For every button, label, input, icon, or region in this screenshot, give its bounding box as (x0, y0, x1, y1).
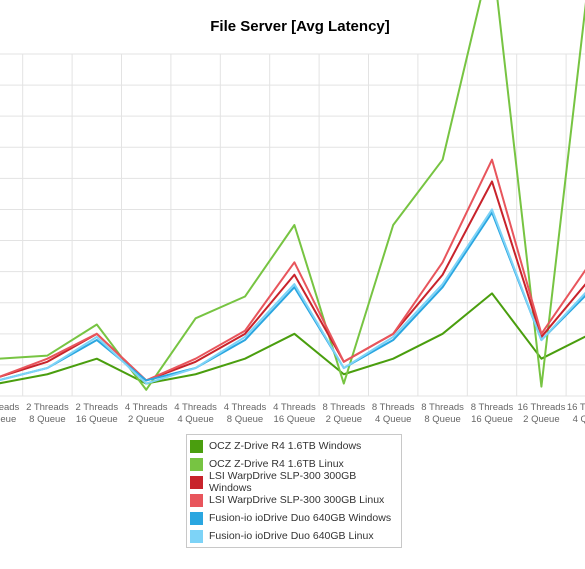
legend-item: Fusion-io ioDrive Duo 640GB Windows (187, 509, 401, 527)
legend-item: LSI WarpDrive SLP-300 300GB Windows (187, 470, 401, 494)
x-tick-label: 4 Threads 2 Queue (125, 402, 168, 425)
series-line-6 (0, 208, 585, 385)
x-tick-label: 4 Threads 16 Queue (273, 402, 316, 425)
chart-title: File Server [Avg Latency] (210, 18, 390, 35)
x-tick-label: 8 Threads 4 Queue (372, 402, 415, 425)
legend-swatch (190, 529, 203, 543)
x-tick-label: 8 Threads 8 Queue (421, 402, 464, 425)
series-line-1 (0, 292, 585, 385)
x-tick-label: 2 Threads 8 Queue (26, 402, 69, 425)
series-line-4 (0, 158, 585, 382)
legend-label: Fusion-io ioDrive Duo 640GB Windows (209, 512, 392, 524)
series-line-2 (0, 0, 585, 391)
legend-swatch (190, 475, 203, 489)
legend: OCZ Z-Drive R4 1.6TB Windows OCZ Z-Drive … (186, 434, 402, 548)
legend-label: OCZ Z-Drive R4 1.6TB Windows (209, 440, 362, 452)
legend-item: Fusion-io ioDrive Duo 640GB Linux (187, 527, 401, 545)
legend-swatch (190, 439, 203, 453)
x-tick-label: 4 Threads 4 Queue (174, 402, 217, 425)
legend-label: OCZ Z-Drive R4 1.6TB Linux (209, 458, 344, 470)
legend-item: OCZ Z-Drive R4 1.6TB Linux (187, 455, 401, 473)
legend-swatch (190, 493, 203, 507)
x-tick-label: 8 Threads 2 Queue (322, 402, 365, 425)
legend-label: Fusion-io ioDrive Duo 640GB Linux (209, 530, 374, 542)
x-tick-label: 8 Threads 16 Queue (471, 402, 514, 425)
series-lines (0, 0, 585, 391)
series-line-5 (0, 211, 585, 382)
x-tick-label: 4 Threads 8 Queue (224, 402, 267, 425)
grid (0, 53, 585, 397)
x-tick-label: 2 Threads 16 Queue (75, 402, 118, 425)
legend-label: LSI WarpDrive SLP-300 300GB Linux (209, 494, 385, 506)
legend-item: OCZ Z-Drive R4 1.6TB Windows (187, 437, 401, 455)
x-tick-label: 16 Threads 2 Queue (517, 402, 565, 425)
legend-label: LSI WarpDrive SLP-300 300GB Windows (209, 470, 357, 494)
legend-item: LSI WarpDrive SLP-300 300GB Linux (187, 491, 401, 509)
series-line-3 (0, 180, 585, 382)
legend-swatch (190, 511, 203, 525)
legend-swatch (190, 457, 203, 471)
